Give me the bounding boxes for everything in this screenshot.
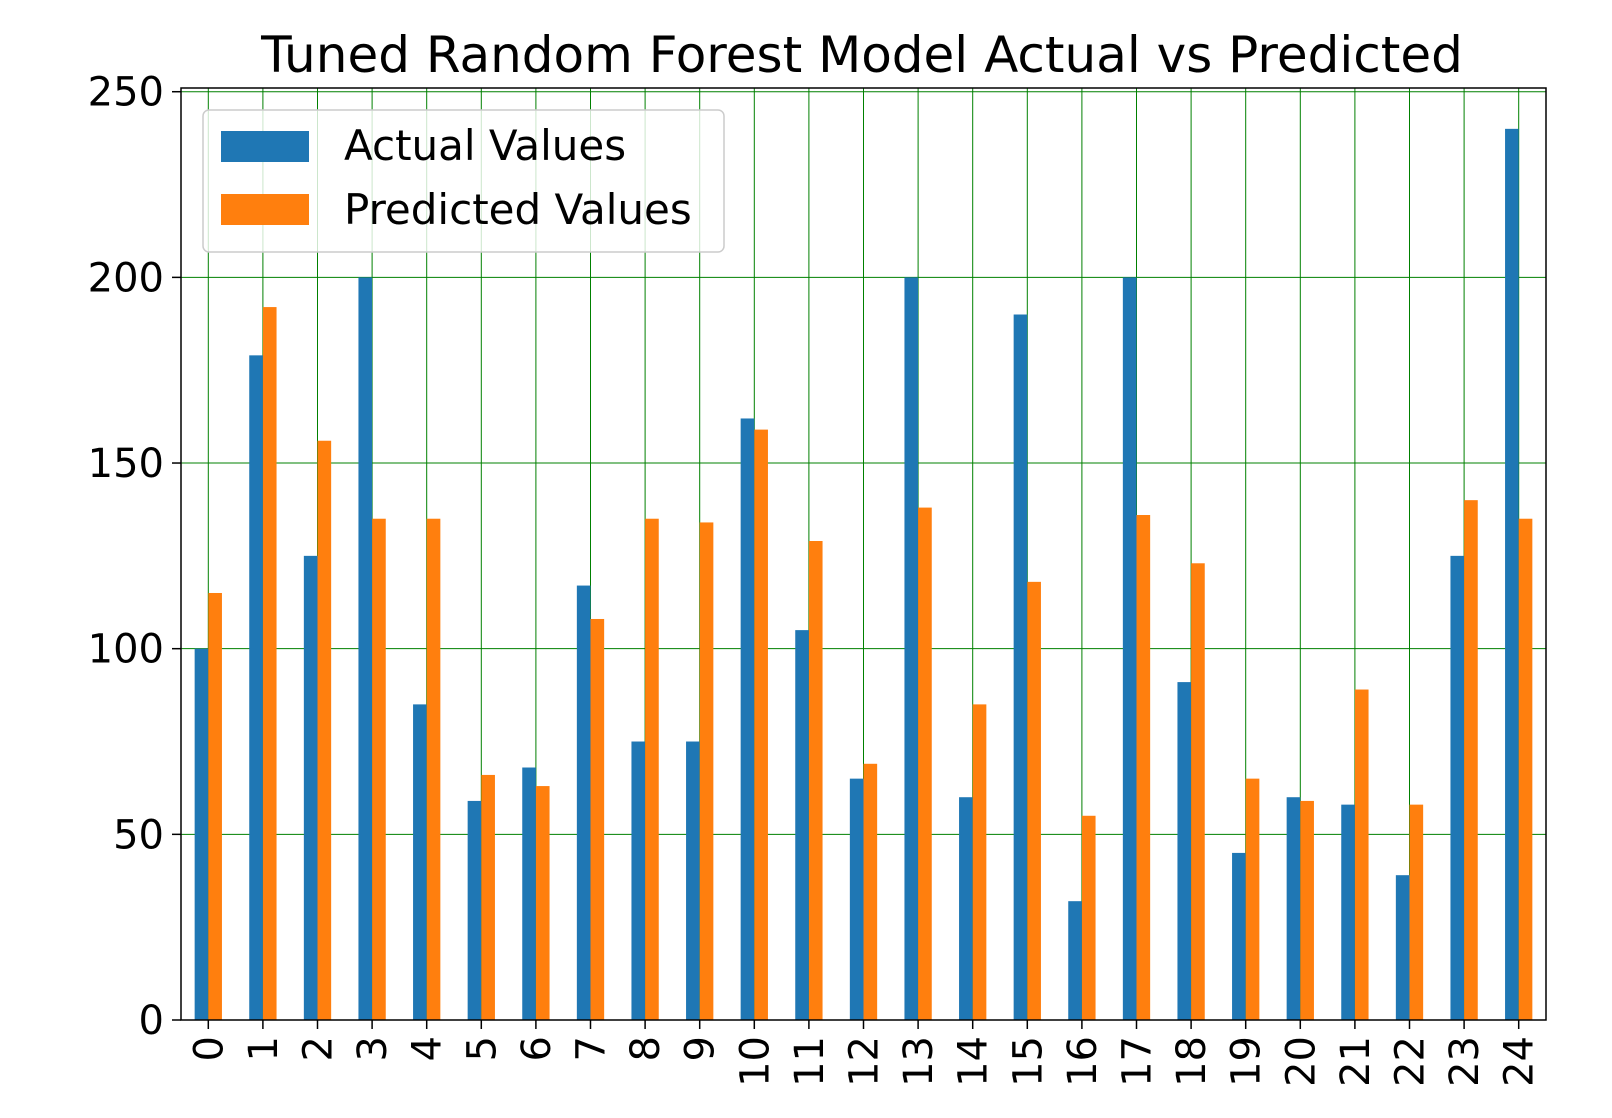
- legend-label-predicted: Predicted Values: [344, 185, 692, 234]
- x-tick-label: 14: [951, 1036, 997, 1087]
- bar-actual-11: [795, 630, 809, 1020]
- x-tick-label: 13: [896, 1036, 942, 1087]
- bar-actual-22: [1395, 875, 1410, 1020]
- bar-predicted-22: [1409, 804, 1424, 1020]
- bar-actual-23: [1450, 555, 1465, 1020]
- bar-predicted-16: [1081, 815, 1096, 1020]
- y-tick-label: 150: [88, 441, 164, 487]
- bar-actual-15: [1013, 314, 1028, 1021]
- x-tick-label: 15: [1005, 1036, 1051, 1087]
- bar-predicted-18: [1191, 563, 1205, 1020]
- x-tick-label: 8: [623, 1036, 669, 1061]
- bar-predicted-10: [754, 429, 768, 1020]
- bar-predicted-1: [262, 307, 277, 1020]
- bar-predicted-9: [699, 522, 714, 1020]
- y-tick-label: 0: [139, 998, 164, 1044]
- bar-actual-21: [1341, 804, 1355, 1020]
- x-tick-label: 19: [1224, 1036, 1270, 1087]
- x-tick-label: 23: [1442, 1036, 1488, 1087]
- bar-actual-4: [413, 704, 427, 1020]
- x-axis: 0 1 2 3 4 5 6 7 8 9 10 11 12 13 14 15 16 17 18 19 20 21 22 23 24: [186, 1020, 1543, 1087]
- bar-predicted-0: [208, 592, 222, 1020]
- x-tick-label: 22: [1388, 1036, 1434, 1087]
- bar-actual-0: [194, 648, 209, 1020]
- bar-predicted-8: [645, 518, 659, 1020]
- x-tick-label: 17: [1115, 1036, 1161, 1087]
- x-tick-label: 4: [405, 1036, 451, 1061]
- bar-predicted-19: [1245, 778, 1260, 1020]
- bar-predicted-4: [426, 518, 441, 1020]
- x-tick-label: 3: [350, 1036, 396, 1061]
- y-tick-label: 100: [88, 627, 164, 673]
- bar-actual-20: [1286, 797, 1301, 1020]
- bar-actual-17: [1122, 277, 1137, 1021]
- bar-predicted-6: [535, 786, 550, 1020]
- bar-actual-1: [249, 355, 263, 1020]
- y-tick-label: 50: [113, 812, 164, 858]
- bar-actual-2: [303, 555, 318, 1020]
- bar-predicted-23: [1464, 500, 1478, 1020]
- bar-actual-7: [576, 585, 591, 1020]
- x-tick-label: 12: [842, 1036, 888, 1087]
- y-axis: 0 50 100 150 200 250: [88, 70, 181, 1044]
- y-tick-label: 200: [88, 255, 164, 301]
- bar-predicted-17: [1136, 515, 1151, 1020]
- x-tick-label: 24: [1497, 1036, 1543, 1087]
- x-tick-label: 11: [787, 1036, 833, 1087]
- bar-actual-3: [358, 277, 373, 1021]
- bar-predicted-13: [918, 507, 932, 1020]
- legend-swatch-predicted: [221, 194, 309, 225]
- bar-predicted-14: [972, 704, 987, 1020]
- bar-predicted-2: [317, 440, 332, 1020]
- chart-title: Tuned Random Forest Model Actual vs Pred…: [260, 26, 1463, 84]
- x-tick-label: 7: [569, 1036, 615, 1061]
- bar-actual-13: [904, 277, 919, 1021]
- bar-actual-5: [467, 800, 482, 1020]
- x-tick-label: 1: [241, 1036, 287, 1061]
- bar-actual-19: [1232, 852, 1246, 1020]
- bar-predicted-11: [808, 541, 823, 1020]
- x-tick-label: 10: [732, 1036, 778, 1087]
- bar-predicted-3: [372, 518, 386, 1020]
- bar-actual-24: [1505, 128, 1519, 1021]
- x-tick-label: 5: [459, 1036, 505, 1061]
- bar-actual-16: [1068, 901, 1082, 1020]
- legend-box: [202, 109, 725, 253]
- bar-actual-8: [631, 741, 646, 1020]
- bar-predicted-24: [1518, 518, 1533, 1020]
- x-tick-label: 2: [296, 1036, 342, 1061]
- bar-actual-18: [1177, 682, 1192, 1020]
- x-tick-label: 18: [1169, 1036, 1215, 1087]
- bar-actual-12: [849, 778, 864, 1020]
- bar-predicted-5: [481, 774, 495, 1020]
- x-tick-label: 9: [678, 1036, 724, 1061]
- x-tick-label: 0: [186, 1036, 232, 1061]
- bar-predicted-15: [1027, 581, 1041, 1020]
- bar-predicted-21: [1354, 689, 1369, 1020]
- y-tick-label: 250: [88, 70, 164, 116]
- x-tick-label: 16: [1060, 1036, 1106, 1087]
- legend-label-actual: Actual Values: [344, 121, 626, 170]
- bar-predicted-12: [863, 763, 878, 1020]
- bar-predicted-20: [1300, 800, 1314, 1020]
- bar-actual-9: [686, 741, 700, 1020]
- bars: [194, 128, 1533, 1021]
- bar-actual-10: [740, 418, 755, 1021]
- x-tick-label: 21: [1333, 1036, 1379, 1087]
- legend: Actual Values Predicted Values: [202, 109, 725, 253]
- x-tick-label: 6: [514, 1036, 560, 1061]
- x-tick-label: 20: [1278, 1036, 1324, 1087]
- legend-swatch-actual: [221, 131, 309, 162]
- bar-actual-14: [959, 797, 973, 1020]
- bar-predicted-7: [590, 618, 605, 1020]
- bar-actual-6: [522, 767, 536, 1020]
